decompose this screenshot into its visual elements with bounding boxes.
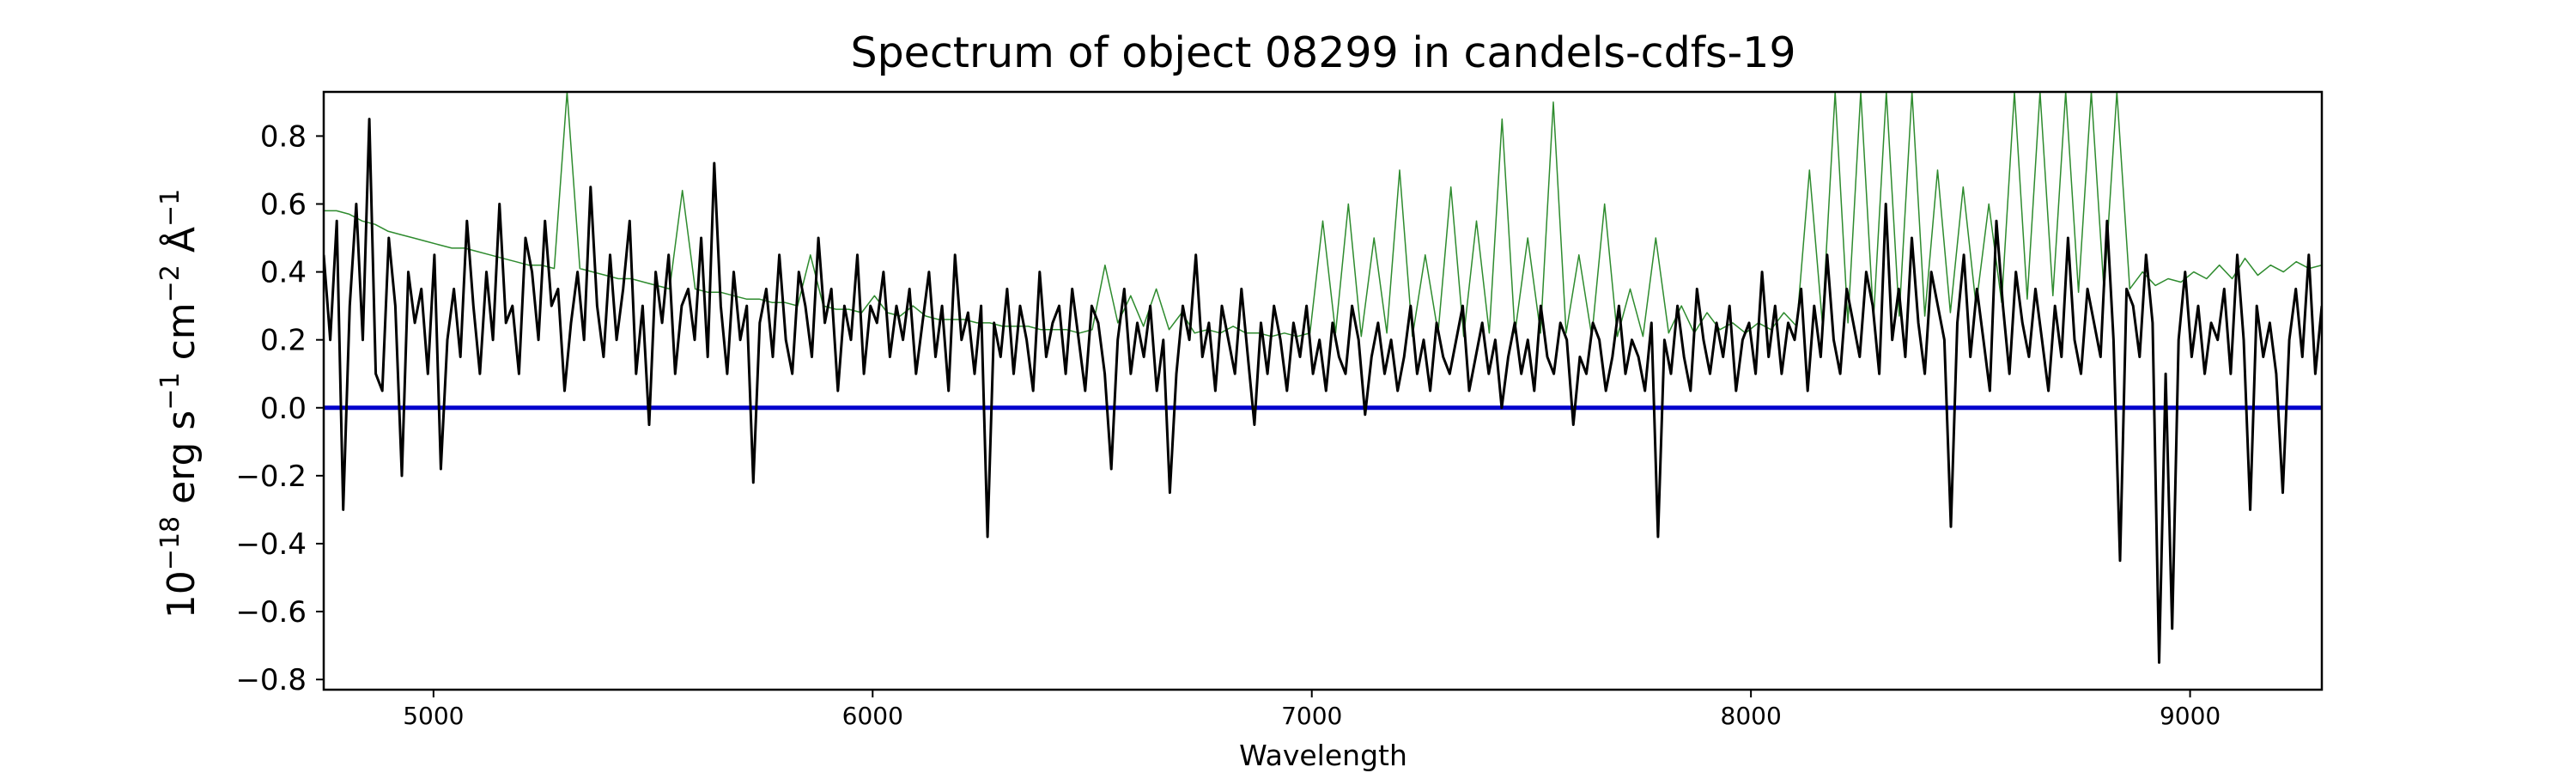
series-layer	[324, 92, 2322, 664]
ylabel-cm: cm	[160, 302, 204, 372]
y-tick-label: 0.4	[260, 256, 307, 290]
y-tick-label: 0.2	[260, 324, 307, 358]
series-line-error	[324, 92, 2322, 338]
y-tick-label: −0.8	[235, 663, 307, 697]
ylabel-exp2: −1	[155, 372, 185, 410]
x-tick-label: 6000	[842, 702, 903, 730]
x-tick-label: 5000	[403, 702, 464, 730]
x-tick-label: 9000	[2160, 702, 2221, 730]
plot-frame	[322, 90, 2324, 691]
y-axis-label: 10−18 erg s−1 cm−2 Å−1	[155, 189, 204, 618]
ylabel-erg: erg s	[160, 411, 204, 516]
chart-title: Spectrum of object 08299 in candels-cdfs…	[850, 28, 1795, 77]
svg-text:10−18 erg s−1 cm−2 Å−1: 10−18 erg s−1 cm−2 Å−1	[155, 189, 204, 618]
series-line-flux	[324, 118, 2322, 664]
y-tick-label: 0.0	[260, 392, 307, 426]
x-axis-label: Wavelength	[1239, 739, 1407, 772]
ticks-layer: 5000 6000 7000 8000 9000 −0.8 −0.6 −0.4 −0.2 0.0 0…	[235, 119, 2221, 730]
y-tick-label: 0.6	[260, 188, 307, 222]
ylabel-exp3: −2	[155, 265, 185, 302]
y-tick-label: 0.8	[260, 119, 307, 154]
ylabel-base: 10	[160, 570, 204, 618]
ylabel-ang: Å	[158, 227, 204, 265]
ylabel-exp1: −18	[155, 516, 185, 570]
y-tick-label: −0.2	[235, 460, 307, 494]
x-tick-label: 8000	[1721, 702, 1782, 730]
y-tick-label: −0.6	[235, 595, 307, 630]
x-tick-label: 7000	[1281, 702, 1342, 730]
y-tick-label: −0.4	[235, 527, 307, 562]
ylabel-exp4: −1	[155, 189, 185, 227]
